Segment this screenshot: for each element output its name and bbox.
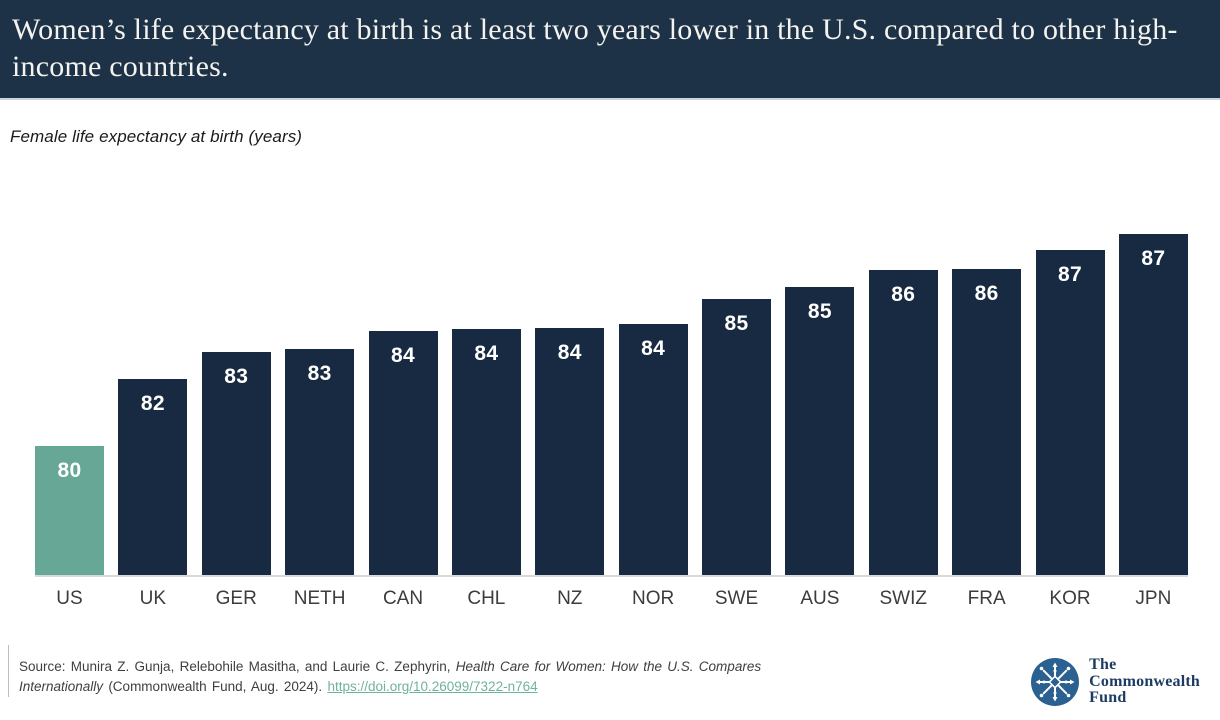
category-label-fra: FRA: [967, 588, 1006, 609]
logo-line-3: Fund: [1089, 689, 1127, 707]
bar-swe: 85: [702, 299, 771, 575]
source-report-title: Health Care for Women: How the U.S. Comp…: [19, 659, 762, 694]
bar-value-label-jpn: 87: [1141, 247, 1166, 270]
chart-axis-title: Female life expectancy at birth (years): [10, 127, 303, 146]
bar-swiz: 86: [868, 270, 938, 575]
bar-value-label-aus: 85: [807, 300, 832, 323]
bar-value-label-ger: 83: [224, 365, 249, 388]
bar-nz: 84: [535, 328, 605, 575]
bar-fra: 86: [952, 269, 1022, 575]
category-label-chl: CHL: [467, 588, 506, 609]
slide-title: Women’s life expectancy at birth is at l…: [12, 13, 1178, 83]
bar-value-label-kor: 87: [1058, 263, 1082, 286]
bar-neth: 83: [285, 349, 355, 575]
category-label-can: CAN: [382, 588, 424, 609]
category-label-ger: GER: [215, 588, 257, 609]
bar-value-label-nz: 84: [557, 341, 582, 364]
category-labels: US UK GER NETH CAN CHL NZ NOR SWE AUS SWIZ FRA KOR JP…: [35, 588, 1188, 610]
category-label-uk: UK: [139, 588, 167, 609]
bars: 80 82 83 83 84 84 84 84 85 85 86 86 87 87: [35, 180, 1188, 577]
bar-value-label-fra: 86: [974, 282, 999, 305]
category-label-nz: NZ: [557, 588, 583, 609]
bar-kor: 87: [1035, 250, 1105, 575]
category-label-kor: KOR: [1049, 588, 1091, 609]
category-label-us: US: [56, 588, 83, 609]
category-label-neth: NETH: [293, 588, 346, 609]
bar-jpn: 87: [1118, 234, 1188, 575]
logo-line-1: The: [1089, 656, 1117, 674]
source-doi-link[interactable]: https://doi.org/10.26099/7322-n764: [327, 679, 538, 694]
commonwealth-fund-logo: The Commonwealth Fund: [1030, 657, 1200, 707]
logo-line-2: Commonwealth: [1089, 672, 1200, 690]
bar-value-label-uk: 82: [140, 392, 165, 415]
source-text-suffix: (Commonwealth Fund, Aug. 2024).: [103, 679, 328, 694]
bar-can: 84: [368, 331, 438, 575]
bar-value-label-chl: 84: [474, 342, 499, 365]
bar-value-label-swe: 85: [724, 312, 749, 335]
source-note: Source: Munira Z. Gunja, Relebohile Masi…: [8, 645, 838, 697]
category-label-jpn: JPN: [1135, 588, 1172, 609]
bar-value-label-nor: 84: [641, 337, 666, 360]
bar-uk: 82: [118, 379, 188, 575]
bar-chart: 80 82 83 83 84 84 84 84 85 85 86 86 87 87 US UK GER NETH…: [35, 180, 1188, 610]
category-label-swe: SWE: [714, 588, 759, 609]
bar-aus: 85: [785, 287, 855, 575]
bar-value-label-us: 80: [57, 459, 82, 482]
bar-nor: 84: [618, 324, 688, 575]
bar-value-label-neth: 83: [307, 362, 332, 385]
source-text-prefix: Source: Munira Z. Gunja, Relebohile Masi…: [19, 659, 456, 674]
header-banner: Women’s life expectancy at birth is at l…: [0, 0, 1220, 100]
logo-wordmark: The Commonwealth Fund: [1089, 657, 1200, 707]
category-label-nor: NOR: [632, 588, 675, 609]
category-label-swiz: SWIZ: [879, 588, 928, 609]
bar-chl: 84: [451, 329, 521, 575]
bar-value-label-swiz: 86: [891, 283, 916, 306]
snowflake-icon: [1031, 658, 1080, 706]
bar-ger: 83: [201, 352, 271, 575]
bar-us: 80: [35, 446, 104, 575]
category-label-aus: AUS: [800, 588, 840, 609]
bar-value-label-can: 84: [391, 344, 415, 367]
